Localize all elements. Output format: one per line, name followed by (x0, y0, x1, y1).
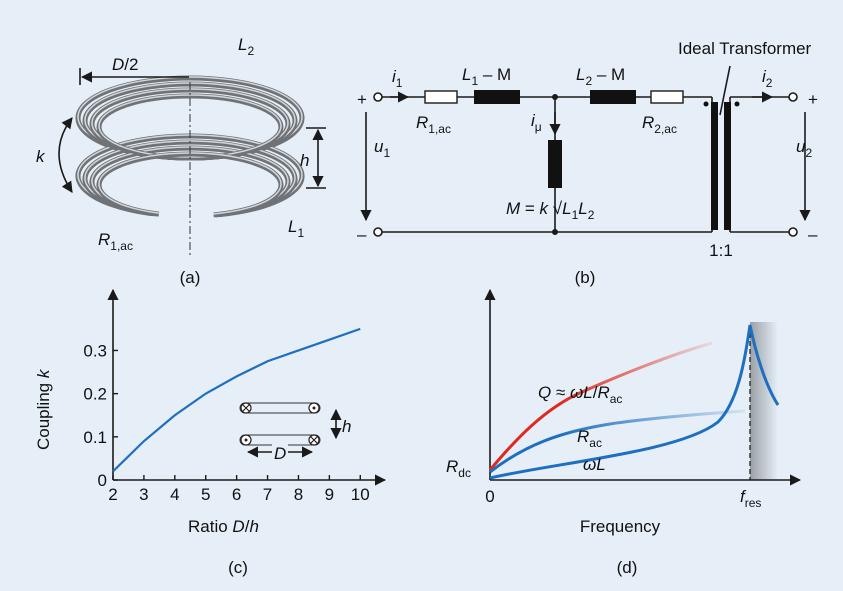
text-part: R (98, 230, 110, 249)
text-part: h (342, 417, 351, 436)
label: ωL (583, 455, 606, 474)
x-tick-label: 7 (263, 485, 272, 504)
text-part: – M (478, 65, 511, 84)
text-part: L (578, 199, 587, 218)
y-tick-label: 0.1 (83, 428, 107, 447)
text-part: 1 (383, 146, 390, 160)
x-tick-label: 6 (232, 485, 241, 504)
label: – (357, 225, 367, 244)
panel-label: (b) (575, 268, 596, 287)
text-part: /2 (124, 55, 138, 74)
x-tick-label: 5 (201, 485, 210, 504)
text-part: res (745, 496, 762, 510)
text-part: ωL (583, 455, 606, 474)
label: 0 (485, 487, 494, 506)
text-part: L (288, 217, 297, 236)
text-part: 1 (396, 76, 403, 90)
figure: D/2 L2 k h R1,ac L1 (a) + – + – i1 i2 u1… (0, 0, 843, 591)
y-tick-label: 0.3 (83, 341, 107, 360)
x-tick-label: 9 (325, 485, 334, 504)
text-part: R (597, 383, 609, 402)
x-axis-label: Ratio D/h (188, 517, 259, 536)
text-part: R (642, 113, 654, 132)
panel-label: (a) (180, 268, 201, 287)
text-part: 2 (805, 146, 812, 160)
text-part: ≈ (551, 383, 570, 402)
text-part: M (506, 199, 521, 218)
text-part: 2,ac (654, 122, 677, 136)
text-part: 1,ac (428, 122, 451, 136)
text-part: L (562, 199, 571, 218)
text-part: D (112, 55, 124, 74)
inset-label: h (342, 417, 351, 436)
text-part: μ (535, 120, 542, 134)
text-part: h (249, 517, 258, 536)
text-part: 2 (247, 44, 254, 58)
x-tick-label: 8 (294, 485, 303, 504)
text-part: D (274, 444, 286, 463)
text-part: = (520, 199, 539, 218)
label: D/2 (112, 55, 138, 74)
inset-label: D (274, 444, 286, 463)
text-part: R (446, 457, 458, 476)
text-part: 2 (588, 208, 595, 222)
text-part: Coupling (34, 378, 53, 450)
label: h (300, 151, 309, 170)
axis-label: Frequency (580, 517, 661, 536)
text-part: ac (610, 392, 623, 406)
text-part: Q (538, 383, 551, 402)
text-part: ac (589, 436, 602, 450)
panel-label: (c) (228, 558, 248, 577)
background (0, 0, 843, 591)
y-tick-label: 0 (98, 471, 107, 490)
label: + (808, 90, 818, 109)
x-tick-label: 2 (108, 485, 117, 504)
text-part: L (462, 65, 471, 84)
inset-dot (313, 407, 316, 410)
label: Ideal Transformer (678, 39, 812, 58)
text-part: L (238, 35, 247, 54)
text-part: √ (548, 199, 563, 218)
label: – (808, 225, 818, 244)
text-part: R (416, 113, 428, 132)
text-part: 1,ac (110, 239, 133, 253)
x-tick-label: 10 (351, 485, 370, 504)
text-part: L (576, 65, 585, 84)
x-tick-label: 4 (170, 485, 179, 504)
text-part: R (577, 427, 589, 446)
text-part: h (300, 151, 309, 170)
y-axis-label: Coupling k (34, 368, 53, 450)
text-part: Ratio (188, 517, 232, 536)
y-tick-label: 0.2 (83, 385, 107, 404)
text-part: D (232, 517, 244, 536)
inset-dot (245, 439, 248, 442)
text-part: dc (458, 466, 471, 480)
text-part: 2 (766, 76, 773, 90)
text-part: – M (592, 65, 625, 84)
label: + (357, 90, 367, 109)
text-part: 1 (297, 226, 304, 240)
panel-label: (d) (617, 558, 638, 577)
x-tick-label: 3 (139, 485, 148, 504)
label: 1:1 (709, 241, 733, 260)
text-part: ωL (570, 383, 593, 402)
